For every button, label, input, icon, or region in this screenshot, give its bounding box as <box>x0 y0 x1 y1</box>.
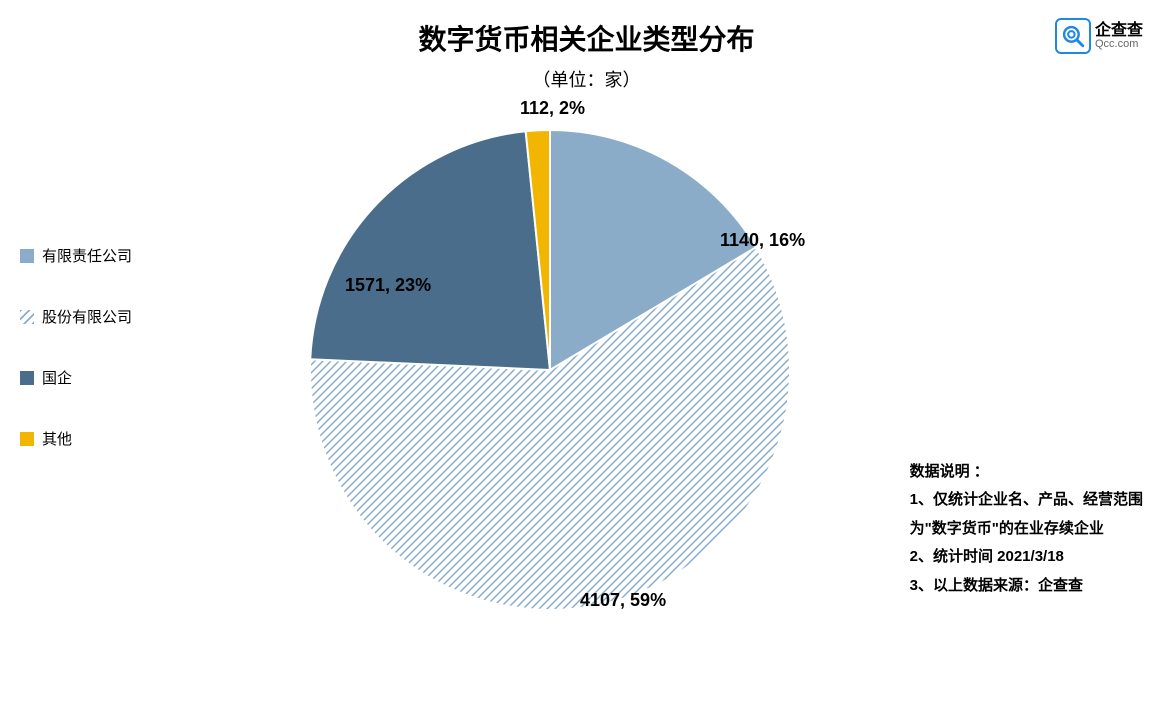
data-notes: 数据说明 ：1、仅统计企业名、产品、经营范围为"数字货币"的在业存续企业2、统计… <box>910 458 1143 601</box>
logo-text-cn: 企查查 <box>1095 23 1143 39</box>
legend-swatch <box>20 310 34 324</box>
pie-chart: 1140, 16%4107, 59%1571, 23%112, 2% <box>300 120 800 620</box>
slice-label: 112, 2% <box>520 98 585 119</box>
slice-label: 4107, 59% <box>580 590 666 611</box>
chart-area: 有限责任公司股份有限公司国企其他 1140, 16% 4107, 59% 1571,… <box>0 100 1173 660</box>
notes-line: 2、统计时间 2021/3/18 <box>910 543 1143 572</box>
legend-label: 股份有限公司 <box>42 306 132 327</box>
legend-item: 国企 <box>20 367 132 388</box>
legend-label: 有限责任公司 <box>42 245 132 266</box>
legend: 有限责任公司股份有限公司国企其他 <box>20 245 132 449</box>
legend-item: 股份有限公司 <box>20 306 132 327</box>
legend-swatch <box>20 249 34 263</box>
notes-line: 3、以上数据来源：企查查 <box>910 572 1143 601</box>
chart-subtitle: （单位：家） <box>0 66 1173 92</box>
logo-text-en: Qcc.com <box>1095 39 1143 50</box>
notes-line: 为"数字货币"的在业存续企业 <box>910 515 1143 544</box>
logo-icon <box>1055 18 1091 54</box>
slice-label: 1140, 16% <box>720 230 805 251</box>
pie-slice <box>310 131 550 370</box>
legend-label: 国企 <box>42 367 72 388</box>
legend-item: 有限责任公司 <box>20 245 132 266</box>
notes-line: 1、仅统计企业名、产品、经营范围 <box>910 486 1143 515</box>
legend-swatch <box>20 432 34 446</box>
brand-logo: 企查查 Qcc.com <box>1055 18 1143 54</box>
legend-swatch <box>20 371 34 385</box>
slice-label: 1571, 23% <box>345 275 431 296</box>
notes-heading: 数据说明 ： <box>910 458 1143 487</box>
legend-label: 其他 <box>42 428 72 449</box>
chart-title: 数字货币相关企业类型分布 <box>0 0 1173 58</box>
legend-item: 其他 <box>20 428 132 449</box>
